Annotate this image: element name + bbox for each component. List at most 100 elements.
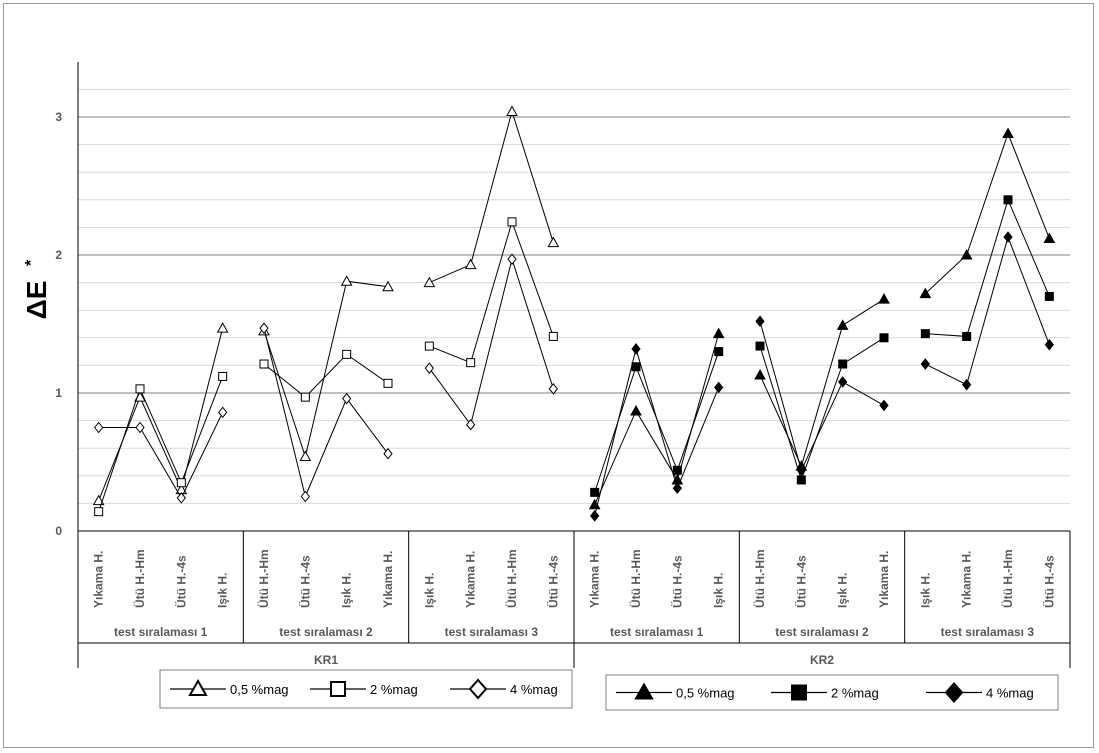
data-point-s2-6 bbox=[342, 392, 352, 405]
chart-frame bbox=[3, 3, 1094, 748]
category-label: Işık H. bbox=[216, 573, 230, 608]
supergroup-label: KR2 bbox=[810, 653, 834, 667]
data-point-s0-21 bbox=[960, 248, 973, 260]
data-point-s1-3 bbox=[218, 371, 228, 381]
data-point-s1-20 bbox=[920, 329, 930, 339]
data-point-s0-19 bbox=[878, 293, 890, 304]
legend-label: 0,5 %mag bbox=[676, 686, 735, 701]
series-line-2 bbox=[263, 328, 389, 499]
category-label: Yıkama H. bbox=[464, 551, 478, 608]
category-label: Ütü H.-4s bbox=[1041, 555, 1056, 608]
data-point-s2-18 bbox=[838, 376, 848, 388]
data-point-s1-7 bbox=[383, 378, 393, 388]
data-point-s2-10 bbox=[507, 253, 517, 265]
data-point-s1-10 bbox=[507, 217, 517, 227]
legend-label: 2 %mag bbox=[370, 682, 418, 697]
y-tick-label: 0 bbox=[55, 524, 62, 538]
data-point-s0-6 bbox=[340, 275, 353, 286]
series-line-2 bbox=[98, 412, 224, 499]
data-point-s2-11 bbox=[548, 383, 558, 395]
data-point-s1-0 bbox=[94, 507, 104, 517]
category-label: Ütü H.-4s bbox=[173, 555, 188, 608]
series-line-2 bbox=[759, 321, 885, 472]
data-point-s1-2 bbox=[176, 478, 186, 488]
legend-marker bbox=[634, 682, 654, 700]
data-point-s0-0 bbox=[92, 494, 105, 506]
category-label: Işık H. bbox=[422, 573, 436, 608]
data-point-s0-18 bbox=[836, 319, 849, 330]
series-line-2 bbox=[428, 257, 554, 426]
legend-marker bbox=[330, 681, 346, 697]
group-label: test sıralaması 2 bbox=[775, 625, 869, 639]
group-label: test sıralaması 1 bbox=[610, 625, 704, 639]
category-label: Işık H. bbox=[918, 573, 932, 608]
data-point-s1-18 bbox=[838, 359, 848, 369]
data-point-s1-4 bbox=[259, 359, 269, 369]
data-point-s2-20 bbox=[920, 358, 930, 370]
category-label: Ütü H.-4s bbox=[545, 555, 560, 608]
series-line-0 bbox=[263, 280, 389, 459]
data-point-s0-23 bbox=[1043, 232, 1056, 243]
data-point-s0-5 bbox=[299, 450, 312, 461]
series-line-1 bbox=[925, 198, 1050, 337]
legend-label: 2 %mag bbox=[831, 686, 879, 701]
data-point-s2-21 bbox=[962, 378, 972, 391]
data-point-s2-8 bbox=[424, 362, 434, 374]
legend-box-right bbox=[605, 674, 1059, 711]
data-point-s2-16 bbox=[755, 315, 765, 328]
data-point-s0-22 bbox=[1002, 127, 1014, 139]
data-point-s1-21 bbox=[962, 331, 972, 341]
group-label: test sıralaması 3 bbox=[445, 625, 539, 639]
data-point-s1-15 bbox=[714, 347, 724, 357]
series-line-1 bbox=[759, 337, 885, 482]
data-point-s0-3 bbox=[216, 322, 229, 333]
data-point-s0-9 bbox=[464, 258, 477, 270]
data-point-s1-5 bbox=[300, 392, 310, 402]
data-point-s2-0 bbox=[94, 421, 104, 434]
data-point-s1-12 bbox=[590, 487, 600, 497]
legend-marker bbox=[791, 684, 807, 701]
data-point-s1-9 bbox=[466, 358, 476, 368]
data-point-s2-7 bbox=[383, 447, 393, 460]
series-line-0 bbox=[759, 298, 885, 468]
y-axis-label: ΔE bbox=[21, 281, 52, 320]
data-point-s1-17 bbox=[796, 475, 806, 485]
data-point-s0-7 bbox=[382, 280, 394, 292]
data-point-s0-8 bbox=[423, 276, 436, 288]
group-label: test sıralaması 2 bbox=[279, 625, 373, 639]
series-line-1 bbox=[594, 351, 720, 493]
data-point-s2-12 bbox=[590, 510, 600, 522]
data-point-s2-3 bbox=[218, 406, 228, 419]
category-label: Ütü H.-4s bbox=[297, 555, 312, 608]
series-line-0 bbox=[429, 109, 554, 284]
data-point-s0-15 bbox=[712, 327, 725, 339]
series-line-1 bbox=[263, 353, 389, 398]
data-point-s2-22 bbox=[1003, 231, 1013, 243]
data-point-s1-8 bbox=[424, 341, 434, 351]
data-point-s1-16 bbox=[755, 341, 765, 351]
data-point-s1-11 bbox=[548, 331, 558, 341]
y-tick-label: 2 bbox=[55, 248, 62, 262]
legend-marker bbox=[944, 681, 964, 704]
series-line-1 bbox=[98, 376, 224, 512]
data-point-s1-14 bbox=[672, 465, 682, 475]
legend-label: 4 %mag bbox=[510, 682, 558, 697]
data-point-s1-19 bbox=[879, 333, 889, 343]
data-point-s2-14 bbox=[672, 482, 682, 495]
series-line-1 bbox=[429, 220, 554, 364]
data-point-s2-4 bbox=[259, 322, 269, 334]
category-label: Ütü H.-Hm bbox=[256, 549, 271, 608]
legend-marker bbox=[468, 678, 488, 700]
category-label: Işık H. bbox=[712, 573, 726, 608]
series-line-0 bbox=[924, 132, 1050, 295]
data-point-s0-10 bbox=[506, 105, 518, 116]
data-point-s2-15 bbox=[714, 381, 724, 394]
supergroup-label: KR1 bbox=[314, 653, 338, 667]
category-label: Yıkama H. bbox=[92, 551, 106, 608]
data-point-s1-6 bbox=[342, 349, 352, 359]
category-label: Yıkama H. bbox=[960, 551, 974, 608]
data-point-s1-1 bbox=[135, 384, 145, 394]
category-label: Ütü H.-Hm bbox=[628, 549, 643, 608]
legend-marker bbox=[188, 678, 208, 696]
series-line-0 bbox=[98, 328, 224, 501]
